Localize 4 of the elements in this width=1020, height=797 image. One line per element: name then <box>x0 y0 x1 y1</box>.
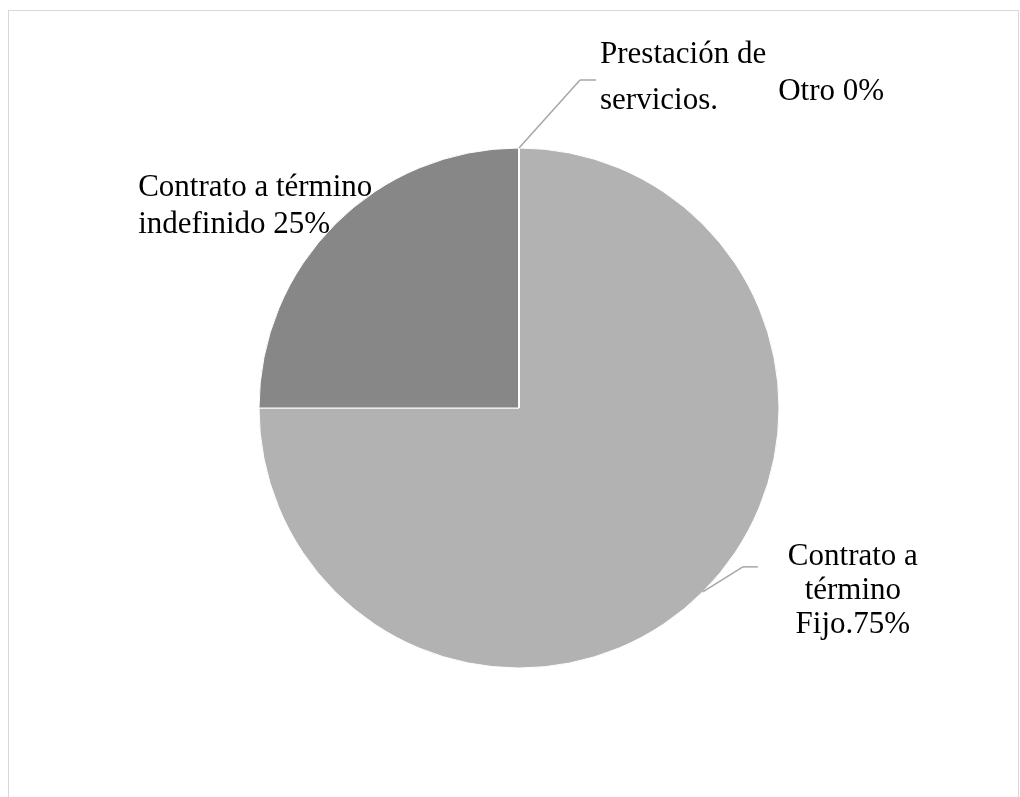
slice-label: Contrato a término indefinido 25% <box>138 168 373 241</box>
category-label: Otro 0% <box>778 72 885 107</box>
legend-label: Contrato a término Fijo.75% <box>787 536 919 640</box>
legend-label: Prestación de servicios. <box>600 35 767 116</box>
